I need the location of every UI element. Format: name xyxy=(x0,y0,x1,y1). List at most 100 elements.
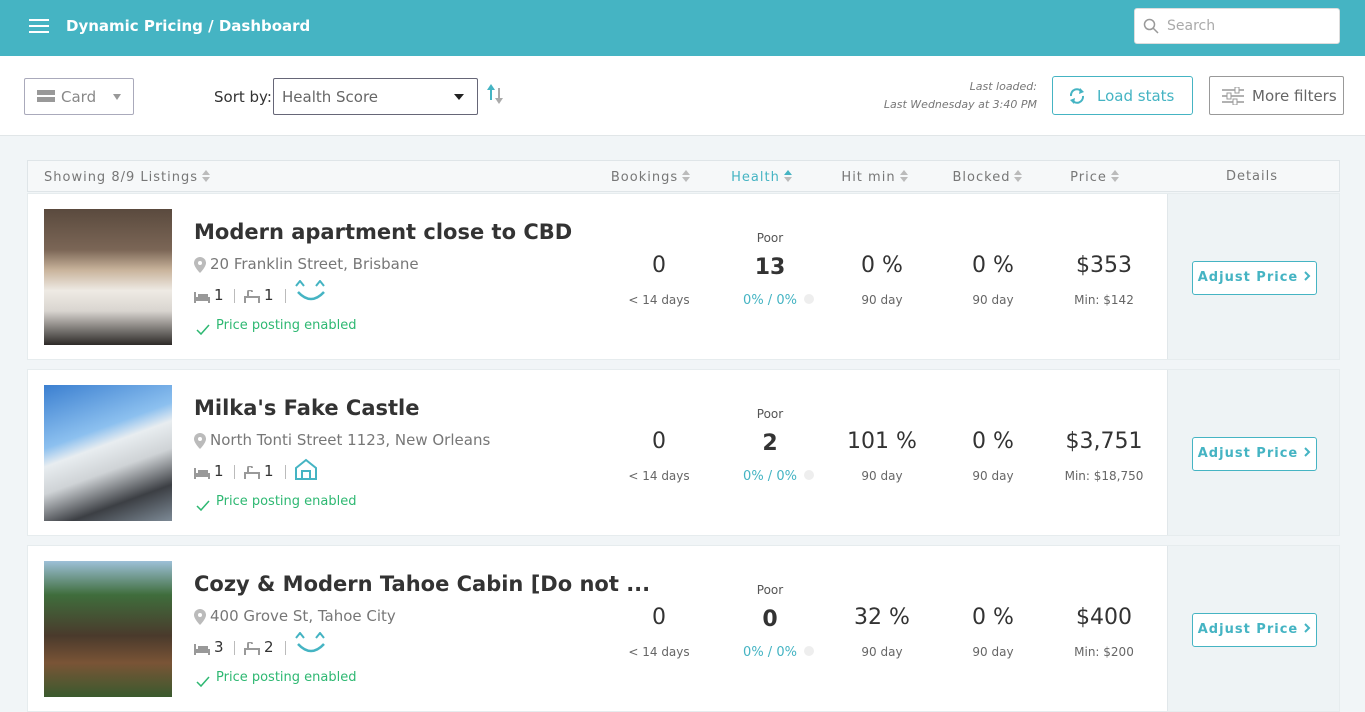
app-header: Dynamic Pricing / Dashboard Search xyxy=(0,0,1365,56)
bath-count: 2 xyxy=(264,638,274,656)
toolbar: Card Sort by: Health Score Last loaded: … xyxy=(0,56,1365,136)
listing-address: 400 Grove St, Tahoe City xyxy=(210,607,396,625)
listing-photo xyxy=(44,561,172,697)
min-price: Min: $200 xyxy=(1074,645,1134,659)
hit-min-window: 90 day xyxy=(861,645,903,659)
hit-min-window: 90 day xyxy=(861,469,903,483)
menu-icon[interactable] xyxy=(29,18,49,34)
bed-icon xyxy=(194,641,210,660)
column-header[interactable]: Health xyxy=(692,169,832,185)
search-placeholder: Search xyxy=(1167,18,1216,34)
price: $3,751 xyxy=(1065,429,1143,454)
bath-count: 1 xyxy=(264,286,274,304)
chevron xyxy=(1298,270,1311,285)
channel-icon xyxy=(294,458,318,484)
listing-title[interactable]: Cozy & Modern Tahoe Cabin [Do not ... xyxy=(194,572,651,596)
bed-count: 1 xyxy=(214,462,224,480)
blocked: 0 % xyxy=(972,429,1014,454)
sort-direction[interactable] xyxy=(486,82,506,106)
last-loaded-label: Last loaded: xyxy=(969,80,1037,93)
hit-min: 101 % xyxy=(847,429,917,454)
column-label: Blocked xyxy=(952,170,1011,185)
sort-icon xyxy=(780,170,793,185)
adjust-price-button[interactable]: Adjust Price xyxy=(1192,437,1317,471)
blocked: 0 % xyxy=(972,605,1014,630)
card-icon xyxy=(37,90,55,102)
bed-count: 3 xyxy=(214,638,224,656)
min-price: Min: $142 xyxy=(1074,293,1134,307)
load-stats-label: Load stats xyxy=(1097,87,1175,105)
health-score: 2 xyxy=(762,431,778,456)
min-price: Min: $18,750 xyxy=(1064,469,1144,483)
column-header: Details xyxy=(1182,169,1322,184)
bed-icon xyxy=(194,289,210,308)
channel-icon xyxy=(294,631,328,660)
view-value: Card xyxy=(61,88,97,106)
sort-select[interactable]: Health Score xyxy=(273,78,478,115)
blocked: 0 % xyxy=(972,253,1014,278)
bath-icon xyxy=(244,465,260,484)
health-score: 13 xyxy=(754,255,786,280)
column-label: Bookings xyxy=(610,170,679,185)
health-label: Poor xyxy=(756,583,784,597)
help-icon[interactable] xyxy=(804,470,814,480)
adjust-price-label: Adjust Price xyxy=(1197,622,1299,637)
adjust-price-label: Adjust Price xyxy=(1197,446,1299,461)
health-label: Poor xyxy=(756,231,784,245)
sort-label: Sort by: xyxy=(214,88,272,106)
sort-icon xyxy=(678,170,691,185)
load-stats-button[interactable]: Load stats xyxy=(1052,76,1193,115)
more-filters-label: More filters xyxy=(1252,87,1337,105)
column-header[interactable]: Price xyxy=(1025,169,1165,185)
bookings: 0 xyxy=(652,429,666,454)
bed-count: 1 xyxy=(214,286,224,304)
blocked-window: 90 day xyxy=(972,645,1014,659)
check-icon xyxy=(196,673,210,692)
sort-icon xyxy=(1010,170,1023,185)
separator xyxy=(285,289,286,303)
caret xyxy=(113,94,121,100)
health-detail: 0% / 0% xyxy=(743,645,797,660)
listing-card: Cozy & Modern Tahoe Cabin [Do not ... 400… xyxy=(27,545,1340,712)
status: Price posting enabled xyxy=(216,318,357,333)
more-filters-button[interactable]: More filters xyxy=(1209,76,1344,115)
adjust-price-label: Adjust Price xyxy=(1197,270,1299,285)
health-detail: 0% / 0% xyxy=(743,293,797,308)
check-icon xyxy=(196,321,210,340)
column-header[interactable]: Showing 8/9 Listings xyxy=(44,169,211,185)
bookings-window: < 14 days xyxy=(628,293,690,307)
bath-icon xyxy=(244,641,260,660)
listing-title[interactable]: Milka's Fake Castle xyxy=(194,396,420,420)
listing-card: Modern apartment close to CBD 20 Franklin… xyxy=(27,193,1340,360)
hit-min: 32 % xyxy=(854,605,910,630)
health-label: Poor xyxy=(756,407,784,421)
help-icon[interactable] xyxy=(804,294,814,304)
last-loaded-value: Last Wednesday at 3:40 PM xyxy=(883,98,1037,111)
bed-icon xyxy=(194,465,210,484)
column-header[interactable]: Hit min xyxy=(805,169,945,185)
listing-photo xyxy=(44,209,172,345)
hit-min: 0 % xyxy=(861,253,903,278)
search-box[interactable]: Search xyxy=(1134,8,1340,44)
bath-count: 1 xyxy=(264,462,274,480)
table-header xyxy=(27,160,1340,192)
bookings: 0 xyxy=(652,605,666,630)
listing-address: North Tonti Street 1123, New Orleans xyxy=(210,431,491,449)
column-header[interactable]: Blocked xyxy=(918,169,1058,185)
listing-address: 20 Franklin Street, Brisbane xyxy=(210,255,419,273)
help-icon[interactable] xyxy=(804,646,814,656)
listing-title[interactable]: Modern apartment close to CBD xyxy=(194,220,573,244)
adjust-price-button[interactable]: Adjust Price xyxy=(1192,613,1317,647)
separator xyxy=(234,465,235,479)
separator xyxy=(285,465,286,479)
column-label: Hit min xyxy=(841,170,896,185)
bookings-window: < 14 days xyxy=(628,645,690,659)
refresh-icon xyxy=(1069,88,1085,104)
adjust-price-button[interactable]: Adjust Price xyxy=(1192,261,1317,295)
separator xyxy=(285,641,286,655)
column-label: Showing 8/9 Listings xyxy=(44,170,198,185)
bookings: 0 xyxy=(652,253,666,278)
view-select[interactable]: Card xyxy=(24,78,134,115)
column-header[interactable]: Bookings xyxy=(581,169,721,185)
